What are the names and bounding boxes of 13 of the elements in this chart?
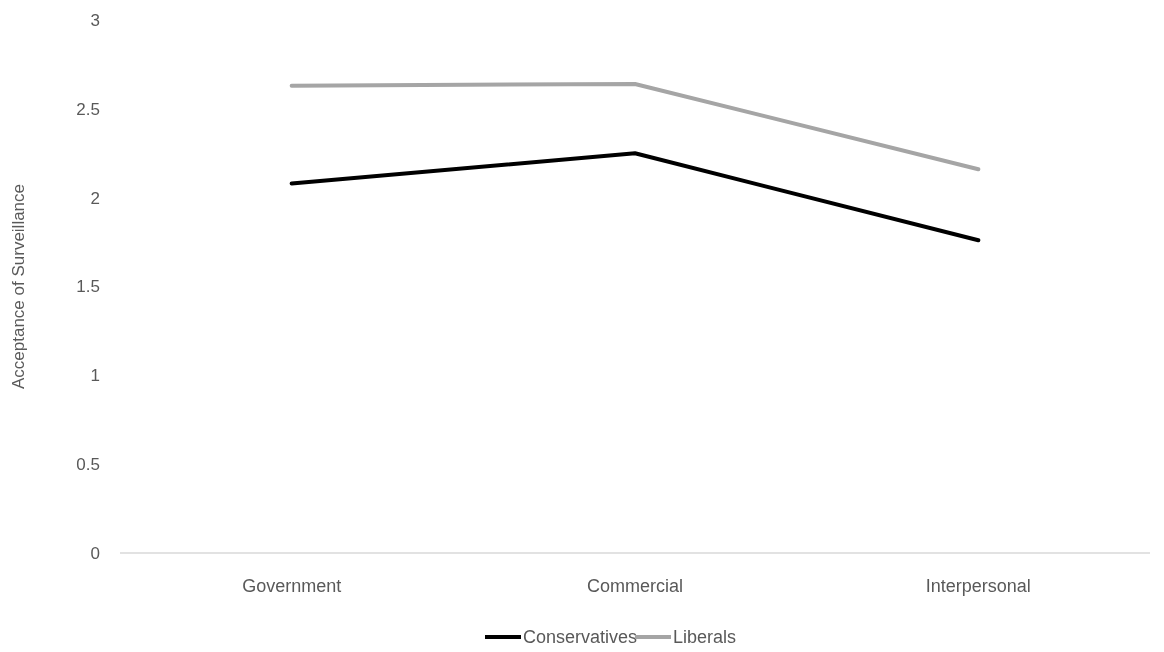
y-tick-label: 2 <box>90 188 100 208</box>
x-tick-label: Interpersonal <box>925 576 1031 596</box>
y-tick-label: 1 <box>90 366 100 386</box>
legend-label: Conservatives <box>523 627 638 648</box>
y-axis-title: Acceptance of Surveillance <box>9 183 28 390</box>
x-tick-label: Government <box>242 576 342 596</box>
y-tick-label: 2.5 <box>76 99 100 119</box>
y-tick-label: 0 <box>90 543 100 563</box>
y-tick-label: 0.5 <box>76 455 100 475</box>
legend-label: Liberals <box>673 627 737 648</box>
y-tick-label: 1.5 <box>76 277 100 297</box>
x-tick-label: Commercial <box>586 576 684 596</box>
y-tick-label: 3 <box>90 10 100 30</box>
